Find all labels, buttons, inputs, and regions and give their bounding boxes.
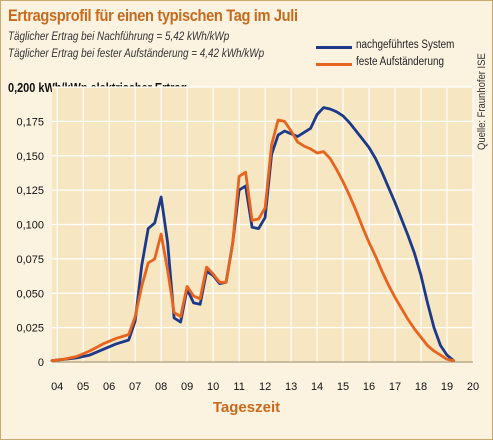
subtitle-fixed: Täglicher Ertrag bei fester Aufständerun… <box>8 48 265 60</box>
x-tick-label: 04 <box>51 381 63 393</box>
x-tick-label: 08 <box>155 381 167 393</box>
y-tick-label: 0,100 <box>16 220 44 232</box>
x-tick-label: 07 <box>129 381 141 393</box>
x-tick-label: 16 <box>363 381 375 393</box>
x-tick-label: 05 <box>77 381 89 393</box>
subtitle-tracked: Täglicher Ertrag bei Nachführung = 5,42 … <box>8 31 230 43</box>
y-tick-label: 0,175 <box>16 116 44 128</box>
x-tick-label: 18 <box>415 381 427 393</box>
x-tick-label: 15 <box>337 381 349 393</box>
x-tick-label: 19 <box>441 381 453 393</box>
y-top-tick-label: 0,200 <box>8 80 36 95</box>
x-tick-label: 20 <box>467 381 479 393</box>
x-tick-label: 12 <box>259 381 271 393</box>
y-tick-label: 0,125 <box>16 185 44 197</box>
x-tick-label: 11 <box>233 381 244 393</box>
y-tick-label: 0,050 <box>16 288 44 300</box>
y-tick-label: 0,075 <box>16 254 44 266</box>
x-tick-label: 10 <box>207 381 219 393</box>
x-tick-label: 17 <box>389 381 401 393</box>
legend-label-tracked: nachgeführtes System <box>356 39 455 51</box>
series-line-fixed <box>50 118 455 363</box>
x-tick-label: 06 <box>103 381 115 393</box>
y-tick-label: 0,150 <box>16 151 44 163</box>
legend-swatch-tracked <box>316 46 352 49</box>
legend-swatch-fixed <box>316 63 352 66</box>
y-tick-label: 0 <box>38 357 44 369</box>
x-tick-label: 13 <box>285 381 297 393</box>
x-tick-label: 09 <box>181 381 193 393</box>
legend-label-fixed: feste Aufständerung <box>356 56 444 68</box>
chart-title: Ertragsprofil für einen typischen Tag im… <box>8 6 298 25</box>
x-axis-title: Tageszeit <box>212 399 281 416</box>
y-tick-label: 0,025 <box>16 323 44 335</box>
x-tick-label: 14 <box>311 381 323 393</box>
